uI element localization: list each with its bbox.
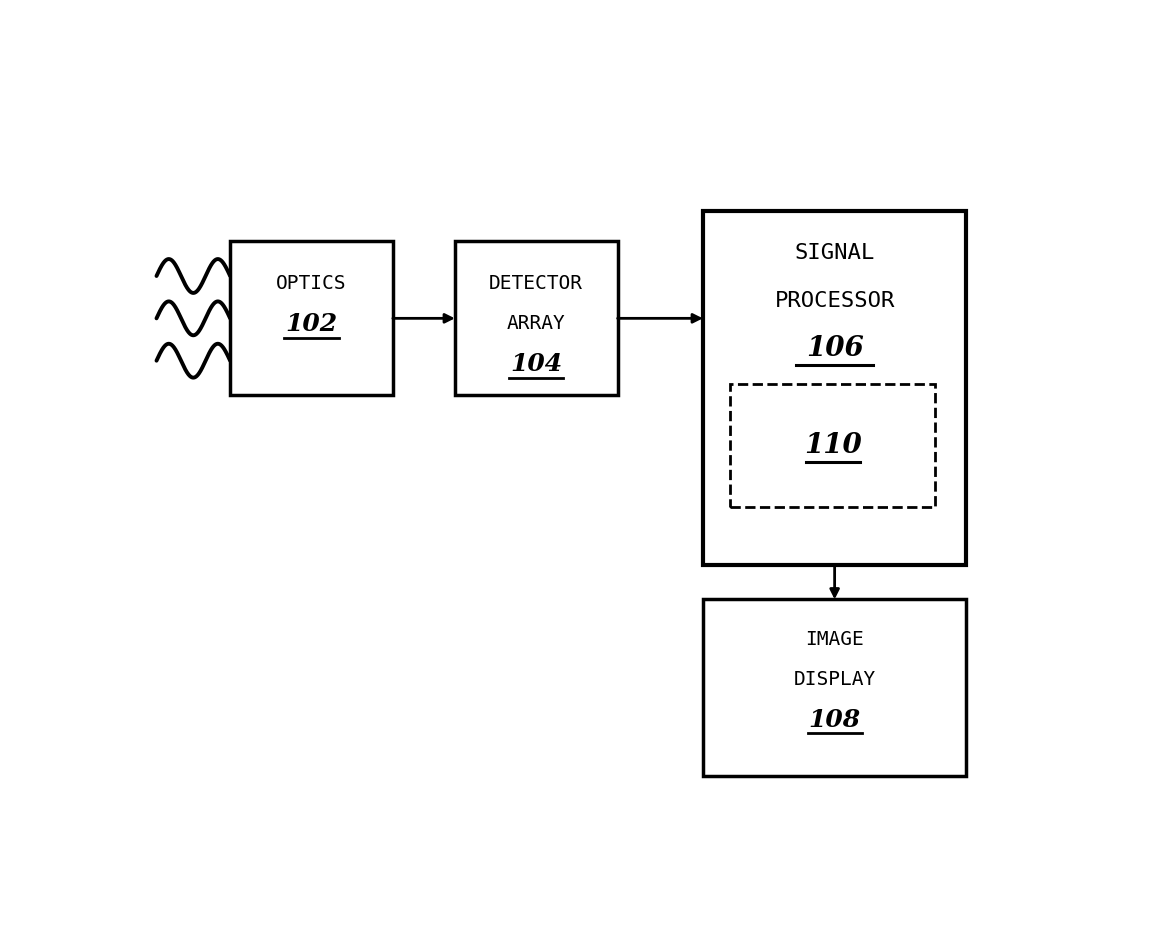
Text: 104: 104 [510,352,562,376]
Text: DETECTOR: DETECTOR [489,274,583,293]
Polygon shape [730,384,935,507]
Polygon shape [702,600,967,777]
Polygon shape [702,211,967,565]
Text: DISPLAY: DISPLAY [794,670,876,689]
Text: SIGNAL: SIGNAL [795,243,875,263]
Text: PROCESSOR: PROCESSOR [774,290,895,310]
Text: OPTICS: OPTICS [276,274,347,293]
Text: 106: 106 [806,335,863,362]
Text: 108: 108 [809,708,861,731]
Polygon shape [231,241,393,395]
Text: IMAGE: IMAGE [806,630,863,649]
Text: ARRAY: ARRAY [506,314,566,333]
Text: 102: 102 [285,312,337,336]
Text: 110: 110 [804,432,861,459]
Polygon shape [454,241,618,395]
